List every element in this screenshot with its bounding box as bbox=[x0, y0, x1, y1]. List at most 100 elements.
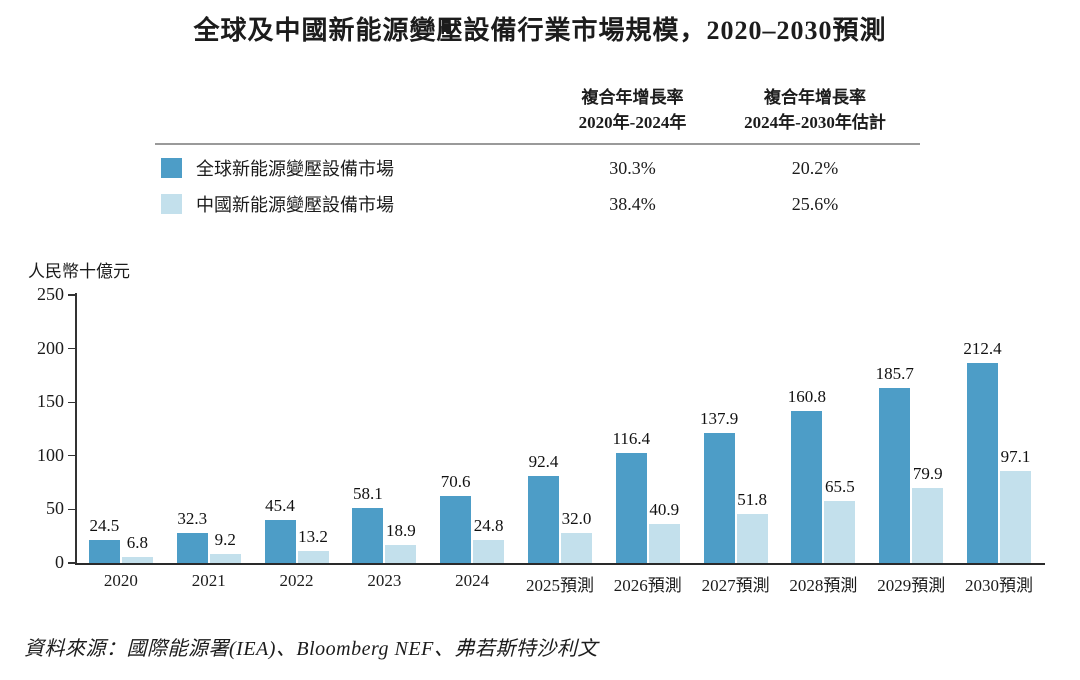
y-tick-mark bbox=[68, 294, 75, 296]
bar-value-label: 79.9 bbox=[912, 463, 943, 483]
bar bbox=[703, 432, 735, 563]
bar-value-label: 70.6 bbox=[440, 472, 471, 492]
bar-value-label: 9.2 bbox=[214, 530, 236, 550]
bar bbox=[791, 411, 823, 563]
cagr-table: 複合年增長率 2020年-2024年 複合年增長率 2024年-2030年估計 … bbox=[155, 86, 920, 217]
bar bbox=[912, 487, 944, 563]
bar bbox=[648, 524, 680, 563]
bar-value-label: 24.8 bbox=[473, 515, 504, 535]
bar-group-2022: 45.4 13.2 bbox=[253, 295, 341, 563]
x-tick-label: 2021 bbox=[191, 571, 226, 590]
bar-value-label: 92.4 bbox=[528, 451, 559, 471]
y-tick-mark bbox=[68, 562, 75, 564]
bar-wrap: 32.0 bbox=[560, 509, 592, 563]
bar bbox=[385, 545, 417, 563]
cagr-value: 20.2% bbox=[791, 157, 839, 178]
y-tick-mark bbox=[68, 401, 75, 403]
cagr-value: 38.4% bbox=[609, 193, 656, 214]
bar-group-2021: 32.3 9.2 bbox=[165, 295, 253, 563]
y-tick-label: 0 bbox=[55, 552, 64, 572]
bar-value-label: 185.7 bbox=[875, 363, 914, 383]
china-series-swatch bbox=[161, 194, 182, 215]
bar bbox=[264, 520, 296, 563]
bar bbox=[297, 550, 329, 563]
bar-group-2028預測: 160.8 65.5 bbox=[780, 295, 868, 563]
x-axis-labels: 2020 2021 2022 2023 2024 2025預測 2026預測 2027預測 20… bbox=[77, 571, 1043, 596]
bar bbox=[879, 387, 911, 563]
bar bbox=[967, 362, 999, 563]
bar-groups: 24.5 6.8 32.3 9.2 45.4 13.2 58.1 18.9 70.6 24.8 92… bbox=[77, 295, 1043, 563]
bar-wrap: 51.8 bbox=[736, 490, 768, 563]
cagr-value: 25.6% bbox=[791, 193, 839, 214]
bar-value-label: 13.2 bbox=[298, 526, 328, 546]
bar bbox=[615, 453, 647, 563]
bar-value-label: 116.4 bbox=[612, 429, 651, 449]
x-tick-label: 2022 bbox=[279, 571, 314, 590]
legend-row-china: 中國新能源變壓設備市場 38.4% 25.6% bbox=[155, 191, 920, 217]
bar-wrap: 58.1 bbox=[352, 484, 384, 563]
bar-value-label: 40.9 bbox=[649, 500, 680, 520]
bar-value-label: 6.8 bbox=[126, 532, 149, 552]
cagr-col2-header: 複合年增長率 2024年-2030年估計 bbox=[744, 88, 886, 132]
x-tick-label: 2028預測 bbox=[789, 576, 858, 595]
x-axis-line bbox=[75, 563, 1045, 565]
bar-value-label: 51.8 bbox=[737, 490, 767, 510]
bar-chart: 0 50 100 150 200 250 24.5 6.8 32.3 9.2 45.4 13.2 58… bbox=[0, 280, 1080, 610]
x-tick-label: 2029預測 bbox=[877, 576, 946, 595]
x-tick-label: 2025預測 bbox=[525, 576, 594, 595]
cagr-col1-header: 複合年增長率 2020年-2024年 bbox=[578, 88, 687, 132]
bar-wrap: 137.9 bbox=[700, 409, 738, 563]
bar-wrap: 116.4 bbox=[612, 429, 650, 563]
y-tick-mark bbox=[68, 347, 75, 350]
source-note: 資料來源：國際能源署(IEA)、Bloomberg NEF、弗若斯特沙利文 bbox=[24, 638, 598, 660]
bar bbox=[824, 501, 856, 563]
bar bbox=[352, 508, 384, 563]
bar-value-label: 24.5 bbox=[89, 515, 120, 535]
legend-row-global: 全球新能源變壓設備市場 30.3% 20.2% bbox=[155, 155, 920, 181]
y-tick-label: 200 bbox=[37, 337, 64, 358]
bar bbox=[88, 539, 120, 563]
bar bbox=[473, 539, 505, 563]
bar-wrap: 24.8 bbox=[473, 516, 505, 563]
bar-group-2026預測: 116.4 40.9 bbox=[604, 295, 692, 563]
bar-value-label: 97.1 bbox=[1000, 447, 1031, 467]
bar bbox=[176, 532, 208, 563]
bar-wrap: 13.2 bbox=[297, 527, 329, 563]
bar-group-2023: 58.1 18.9 bbox=[340, 295, 428, 563]
y-tick-mark bbox=[68, 508, 75, 511]
bar-wrap: 65.5 bbox=[824, 477, 856, 563]
bar-wrap: 97.1 bbox=[1000, 447, 1032, 563]
bar bbox=[736, 514, 768, 563]
bar-wrap: 32.3 bbox=[176, 509, 208, 563]
bar-wrap: 185.7 bbox=[876, 364, 914, 563]
bar-value-label: 32.3 bbox=[177, 508, 208, 528]
x-tick-label: 2020 bbox=[103, 571, 138, 590]
bar-wrap: 92.4 bbox=[527, 452, 559, 563]
bar-wrap: 45.4 bbox=[264, 496, 296, 563]
y-tick-label: 250 bbox=[37, 284, 64, 304]
bar-value-label: 58.1 bbox=[352, 484, 383, 504]
bar-value-label: 45.4 bbox=[265, 496, 295, 516]
bar-group-2030預測: 212.4 97.1 bbox=[955, 295, 1043, 563]
x-tick-label: 2027預測 bbox=[701, 576, 770, 595]
y-tick-label: 100 bbox=[37, 444, 64, 465]
bar-group-2029預測: 185.7 79.9 bbox=[867, 295, 955, 563]
bar-wrap: 40.9 bbox=[648, 500, 680, 563]
bar-wrap: 9.2 bbox=[209, 530, 241, 563]
bar-value-label: 160.8 bbox=[787, 387, 827, 407]
bar-group-2020: 24.5 6.8 bbox=[77, 295, 165, 563]
bar bbox=[121, 556, 153, 563]
table-divider bbox=[155, 143, 920, 146]
bar-group-2025預測: 92.4 32.0 bbox=[516, 295, 604, 563]
bar bbox=[1000, 471, 1032, 563]
global-series-swatch bbox=[161, 158, 182, 179]
bar-group-2024: 70.6 24.8 bbox=[428, 295, 516, 563]
y-tick-label: 50 bbox=[46, 498, 64, 519]
cagr-header-row: 複合年增長率 2020年-2024年 複合年增長率 2024年-2030年估計 bbox=[155, 86, 920, 135]
bar-wrap: 212.4 bbox=[963, 339, 1002, 563]
bar-value-label: 18.9 bbox=[385, 521, 416, 541]
bar-wrap: 160.8 bbox=[788, 387, 826, 563]
cagr-value: 30.3% bbox=[609, 157, 656, 178]
bar-wrap: 70.6 bbox=[440, 472, 472, 563]
